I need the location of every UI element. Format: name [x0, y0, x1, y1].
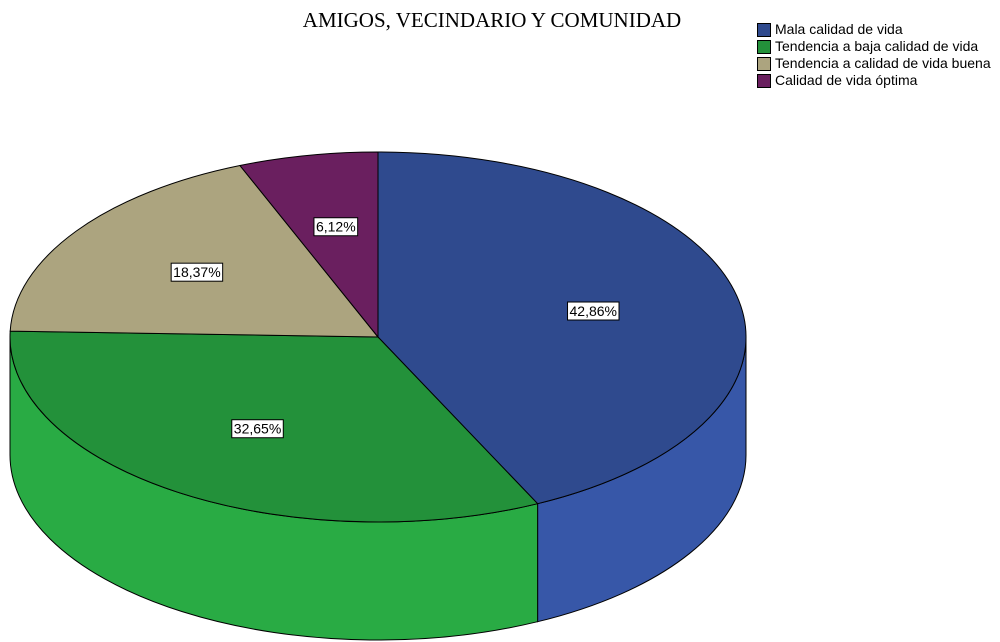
- legend-swatch: [757, 74, 771, 88]
- legend-item: Mala calidad de vida: [757, 22, 997, 37]
- legend-swatch: [757, 23, 771, 37]
- data-label: 18,37%: [173, 264, 220, 280]
- legend-item: Tendencia a baja calidad de vida: [757, 39, 997, 54]
- label-box: [170, 262, 224, 282]
- pie-slice: [9, 164, 380, 338]
- label-box: [231, 419, 284, 439]
- legend-label: Mala calidad de vida: [775, 21, 903, 37]
- pie-slice: [239, 151, 379, 339]
- label-box: [313, 217, 359, 237]
- legend-swatch: [757, 40, 771, 54]
- legend-label: Calidad de vida óptima: [775, 72, 918, 88]
- legend-item: Calidad de vida óptima: [757, 73, 997, 88]
- data-label: 42,86%: [570, 303, 617, 319]
- chart-title: AMIGOS, VECINDARIO Y COMUNIDAD: [303, 8, 681, 32]
- label-box: [567, 301, 620, 321]
- legend-label: Tendencia a calidad de vida buena: [775, 55, 991, 71]
- legend-label: Tendencia a baja calidad de vida: [775, 38, 979, 54]
- data-label: 6,12%: [316, 219, 356, 235]
- legend: Mala calidad de vida Tendencia a baja cal…: [757, 22, 997, 90]
- pie-slice: [377, 151, 747, 505]
- legend-swatch: [757, 57, 771, 71]
- legend-item: Tendencia a calidad de vida buena: [757, 56, 997, 71]
- data-label: 32,65%: [234, 421, 281, 437]
